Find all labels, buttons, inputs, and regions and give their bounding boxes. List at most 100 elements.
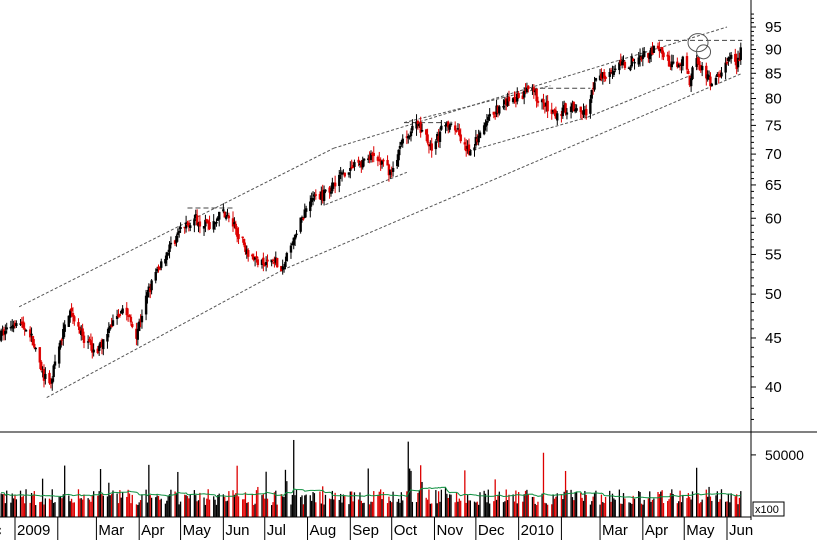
price-tick-label: 65 — [765, 177, 782, 194]
candle-body — [565, 112, 569, 115]
candle-body — [82, 335, 86, 343]
candle-body — [33, 343, 36, 348]
candle-body — [53, 361, 57, 366]
candle-body — [493, 115, 497, 117]
candle-body — [706, 74, 709, 80]
candle-body — [709, 76, 712, 87]
candle-body — [34, 347, 37, 350]
candle-body — [140, 315, 144, 323]
candle-body — [710, 83, 714, 86]
candle-body — [246, 250, 250, 257]
candle-body — [502, 106, 505, 108]
candle-body — [698, 61, 701, 65]
candle-body — [416, 120, 420, 124]
volume-axis-ticks: 50000 x100 — [751, 447, 804, 517]
candle-body — [4, 331, 7, 335]
candle-body — [129, 316, 133, 323]
candle-body — [198, 221, 202, 227]
candle-body — [175, 236, 178, 243]
candle-body — [729, 54, 733, 59]
candle-body — [488, 113, 491, 117]
candle-body — [293, 234, 297, 240]
candle-body — [492, 111, 496, 115]
candle-body — [212, 221, 215, 230]
candle-body — [724, 62, 727, 73]
candle-body — [411, 125, 414, 131]
candle-body — [507, 96, 511, 102]
candle-body — [322, 189, 326, 201]
candle-body — [652, 45, 656, 53]
candle-body — [131, 323, 134, 327]
candle-body — [478, 132, 482, 139]
candle-body — [458, 129, 461, 136]
volume-tick-label: 50000 — [765, 447, 804, 463]
candle-body — [264, 261, 268, 266]
candle-body — [618, 62, 621, 71]
candle-body — [396, 160, 399, 167]
candle-body — [52, 365, 55, 378]
date-tick-label: Sep — [352, 522, 379, 539]
candle-body — [222, 209, 225, 212]
candle-body — [430, 143, 433, 151]
volume-panel — [0, 439, 742, 517]
candle-body — [208, 221, 211, 229]
date-tick-label: Nov — [436, 522, 463, 539]
candle-body — [734, 53, 737, 62]
date-tick-label: May — [183, 522, 212, 539]
candle-body — [556, 113, 559, 121]
candle-body — [271, 259, 275, 262]
candle-body — [128, 315, 131, 317]
candle-body — [193, 219, 196, 226]
circle-markers — [687, 33, 712, 60]
date-tick-label: May — [686, 522, 715, 539]
candle-body — [564, 103, 567, 114]
candle-body — [109, 325, 112, 330]
candle-body — [677, 64, 680, 68]
candle-body — [511, 98, 515, 103]
candle-body — [455, 130, 458, 132]
candle-body — [30, 333, 33, 336]
candle-body — [70, 307, 73, 312]
candle-body — [189, 225, 192, 229]
candle-body — [241, 236, 244, 239]
date-tick-label: Apr — [645, 522, 668, 539]
candle-body — [717, 73, 720, 77]
candle-body — [311, 197, 315, 201]
candle-body — [111, 320, 115, 326]
candle-body — [349, 168, 352, 172]
price-tick-label: 55 — [765, 246, 782, 263]
candle-body — [593, 82, 596, 90]
candle-body — [179, 227, 182, 229]
candle-body — [485, 121, 489, 126]
candle-body — [282, 267, 286, 269]
candle-body — [542, 99, 545, 103]
candle-body — [380, 160, 384, 165]
price-tick-label: 40 — [765, 379, 782, 396]
candle-body — [738, 59, 741, 62]
candle-body — [284, 261, 287, 267]
candle-body — [585, 109, 588, 116]
candle-body — [630, 56, 633, 67]
candle-body — [720, 72, 723, 77]
candle-body — [424, 129, 428, 135]
candle-body — [353, 162, 356, 167]
candle-body — [397, 149, 400, 161]
trend-line — [18, 147, 334, 308]
candle-body — [165, 252, 168, 260]
candle-body — [420, 130, 424, 132]
candle-body — [482, 125, 486, 135]
candle-body — [24, 330, 28, 332]
date-tick-label: 2010 — [521, 522, 554, 539]
price-tick-label: 95 — [765, 19, 782, 36]
candle-body — [434, 141, 438, 150]
trend-line — [325, 171, 408, 206]
candle-body — [687, 71, 690, 75]
candle-body — [60, 339, 64, 341]
candle-body — [256, 259, 260, 266]
candle-body — [391, 168, 395, 172]
candle-body — [536, 100, 540, 103]
candle-body — [667, 55, 671, 67]
candle-body — [121, 308, 124, 314]
candle-body — [295, 233, 298, 236]
